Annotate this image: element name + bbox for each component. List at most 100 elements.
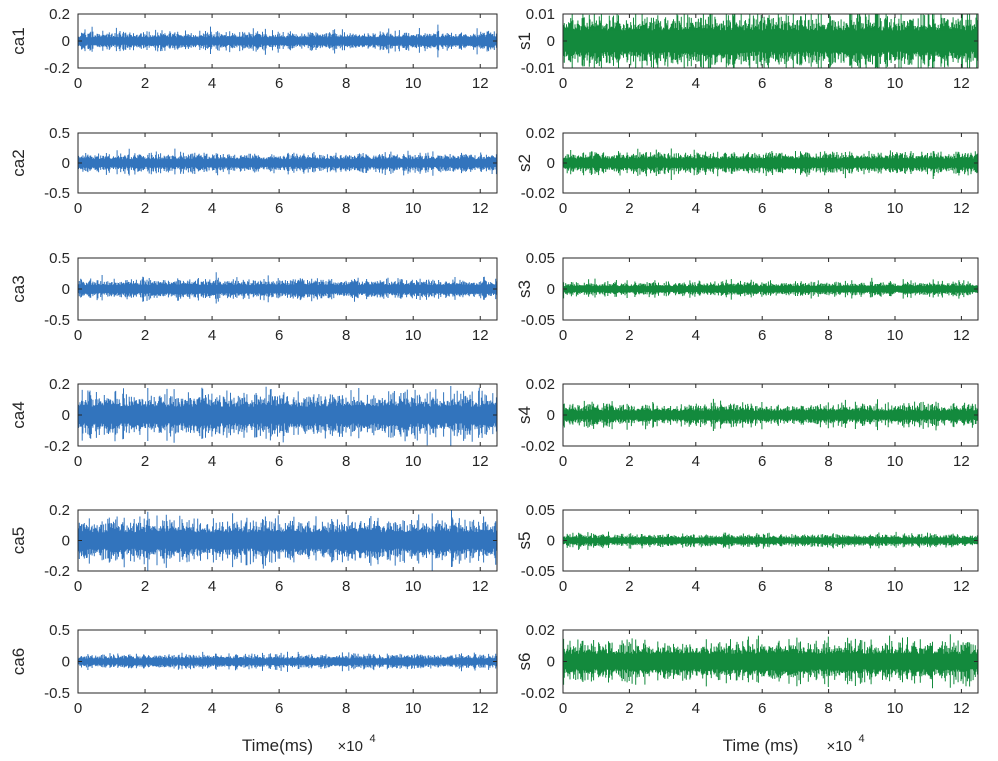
x-tick-label-s5-6: 12	[953, 578, 970, 595]
x-tick-label-ca5-4: 8	[342, 578, 350, 595]
x-tick-label-s5-1: 2	[625, 578, 633, 595]
x-tick-label-s3-2: 4	[692, 327, 700, 344]
series-core-s5	[563, 538, 978, 543]
x-tick-label-s4-1: 2	[625, 453, 633, 470]
y-tick-label-ca1-2: 0.2	[49, 6, 70, 23]
series-core-ca1	[78, 37, 497, 45]
x-tick-label-ca1-2: 4	[208, 75, 216, 92]
y-tick-label-s1-0: -0.01	[521, 60, 555, 77]
y-tick-label-ca5-0: -0.2	[44, 563, 70, 580]
y-axis-label-ca1: ca1	[9, 27, 28, 54]
x-tick-label-ca6-4: 8	[342, 700, 350, 717]
y-tick-label-s5-0: -0.05	[521, 563, 555, 580]
y-tick-label-s1-2: 0.01	[526, 6, 555, 23]
x-tick-label-ca1-6: 12	[472, 75, 489, 92]
y-tick-label-s3-0: -0.05	[521, 312, 555, 329]
x-tick-label-ca4-0: 0	[74, 453, 82, 470]
x-tick-label-ca6-3: 6	[275, 700, 283, 717]
y-axis-label-ca2: ca2	[9, 149, 28, 176]
x-tick-label-s2-4: 8	[824, 200, 832, 217]
y-tick-label-ca4-0: -0.2	[44, 438, 70, 455]
y-axis-label-ca5: ca5	[9, 527, 28, 554]
x-tick-label-s2-1: 2	[625, 200, 633, 217]
y-tick-label-ca2-2: 0.5	[49, 125, 70, 142]
y-tick-label-s6-2: 0.02	[526, 622, 555, 639]
x-tick-label-s1-6: 12	[953, 75, 970, 92]
y-tick-label-ca6-1: 0	[62, 654, 70, 671]
x-tick-label-ca6-2: 4	[208, 700, 216, 717]
series-core-s6	[563, 653, 978, 670]
x-tick-label-s6-3: 6	[758, 700, 766, 717]
x-tick-label-s6-1: 2	[625, 700, 633, 717]
y-tick-label-ca1-0: -0.2	[44, 60, 70, 77]
y-axis-label-ca3: ca3	[9, 275, 28, 302]
x-tick-label-ca6-5: 10	[405, 700, 422, 717]
y-axis-label-s4: s4	[515, 406, 534, 424]
x-tick-label-s3-4: 8	[824, 327, 832, 344]
y-tick-label-s4-1: 0	[547, 407, 555, 424]
x-tick-label-ca2-6: 12	[472, 200, 489, 217]
x-tick-label-ca4-1: 2	[141, 453, 149, 470]
y-axis-label-s1: s1	[515, 32, 534, 50]
y-tick-label-ca4-1: 0	[62, 407, 70, 424]
x-scale-exponent-s6: 4	[859, 733, 865, 745]
y-tick-label-ca5-1: 0	[62, 533, 70, 550]
x-tick-label-ca2-4: 8	[342, 200, 350, 217]
x-tick-label-ca3-6: 12	[472, 327, 489, 344]
y-tick-label-s6-0: -0.02	[521, 685, 555, 702]
x-tick-label-ca5-0: 0	[74, 578, 82, 595]
x-tick-label-ca2-3: 6	[275, 200, 283, 217]
x-tick-label-ca2-1: 2	[141, 200, 149, 217]
series-core-s4	[563, 410, 978, 420]
series-core-ca2	[78, 159, 497, 167]
x-tick-label-s5-5: 10	[887, 578, 904, 595]
x-tick-label-s4-3: 6	[758, 453, 766, 470]
x-tick-label-s1-2: 4	[692, 75, 700, 92]
x-tick-label-ca5-2: 4	[208, 578, 216, 595]
y-tick-label-s3-1: 0	[547, 281, 555, 298]
series-core-ca5	[78, 532, 497, 549]
y-axis-label-s3: s3	[515, 280, 534, 298]
x-tick-label-s1-5: 10	[887, 75, 904, 92]
x-tick-label-ca5-6: 12	[472, 578, 489, 595]
x-tick-label-s4-6: 12	[953, 453, 970, 470]
x-tick-label-s5-0: 0	[559, 578, 567, 595]
x-tick-label-s5-2: 4	[692, 578, 700, 595]
y-tick-label-ca3-2: 0.5	[49, 250, 70, 267]
y-tick-label-s6-1: 0	[547, 654, 555, 671]
x-tick-label-ca4-3: 6	[275, 453, 283, 470]
y-tick-label-ca2-0: -0.5	[44, 185, 70, 202]
y-tick-label-s4-0: -0.02	[521, 438, 555, 455]
x-tick-label-s2-2: 4	[692, 200, 700, 217]
x-tick-label-ca3-3: 6	[275, 327, 283, 344]
x-tick-label-s1-4: 8	[824, 75, 832, 92]
x-tick-label-s2-6: 12	[953, 200, 970, 217]
x-tick-label-ca5-5: 10	[405, 578, 422, 595]
y-tick-label-s4-2: 0.02	[526, 376, 555, 393]
series-core-s3	[563, 286, 978, 292]
x-tick-label-s6-6: 12	[953, 700, 970, 717]
x-tick-label-s5-3: 6	[758, 578, 766, 595]
x-tick-label-ca6-6: 12	[472, 700, 489, 717]
x-tick-label-s4-4: 8	[824, 453, 832, 470]
x-tick-label-ca5-1: 2	[141, 578, 149, 595]
x-tick-label-s2-3: 6	[758, 200, 766, 217]
x-tick-label-s6-4: 8	[824, 700, 832, 717]
series-core-ca3	[78, 285, 497, 293]
x-tick-label-s2-0: 0	[559, 200, 567, 217]
x-tick-label-s6-0: 0	[559, 700, 567, 717]
x-tick-label-s5-4: 8	[824, 578, 832, 595]
x-scale-factor-s6: ×10	[827, 738, 852, 755]
x-tick-label-ca2-2: 4	[208, 200, 216, 217]
series-core-s1	[563, 30, 978, 52]
x-tick-label-s3-6: 12	[953, 327, 970, 344]
